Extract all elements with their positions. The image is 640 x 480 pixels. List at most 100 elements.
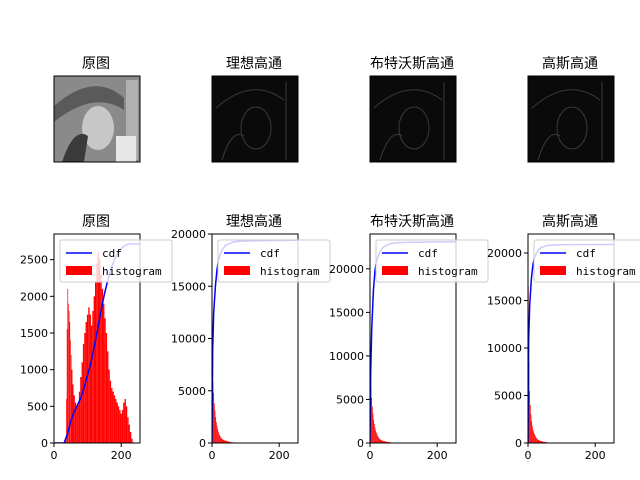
histogram-bar <box>123 402 125 443</box>
panel-title: 布特沃斯高通 <box>370 213 454 230</box>
histogram-bar <box>212 382 214 443</box>
legend-histogram-swatch <box>540 266 566 275</box>
legend-cdf-label: cdf <box>260 247 280 260</box>
y-tick-label: 20000 <box>329 263 364 276</box>
x-tick-label: 0 <box>525 449 532 462</box>
legend-histogram-swatch <box>224 266 250 275</box>
histogram-bar <box>376 432 377 443</box>
image-butterworth-highpass <box>369 75 457 163</box>
panel-title: 理想高通 <box>226 55 282 72</box>
legend-cdf-label: cdf <box>576 247 596 260</box>
histogram-bar <box>532 429 534 443</box>
histogram-bar <box>372 406 373 443</box>
histogram-bar <box>218 433 220 443</box>
hist-panel-butterworth-highpass: 布特沃斯高通 0 200 0 5000 10000 15000 20000 cdf histog… <box>329 213 489 462</box>
image-original <box>53 75 141 163</box>
panel-title: 理想高通 <box>226 213 282 230</box>
histogram-bar <box>539 440 541 443</box>
histogram-bar <box>222 439 224 443</box>
histogram-bar <box>68 303 69 443</box>
histogram-bar <box>530 405 531 443</box>
histogram-bar <box>530 414 532 443</box>
histogram-bar <box>378 437 379 443</box>
histogram-bar <box>227 441 229 443</box>
histogram-bar <box>382 440 384 443</box>
histogram-bar <box>534 433 535 443</box>
histogram-bar <box>107 351 109 443</box>
y-tick-label: 0 <box>41 437 48 450</box>
histogram-ideal-highpass: 0 200 0 5000 10000 15000 20000 cdf histogram <box>171 228 331 462</box>
x-tick-label: 0 <box>367 449 374 462</box>
panel-title: 高斯高通 <box>542 55 598 72</box>
histogram-bar <box>103 303 105 443</box>
histogram-bar <box>69 322 71 443</box>
histogram-bar <box>86 314 89 443</box>
histogram-bar <box>374 423 375 443</box>
histogram-bar <box>214 410 216 443</box>
y-tick-label: 20000 <box>487 247 522 260</box>
x-tick-label: 200 <box>427 449 448 462</box>
image-ideal-highpass <box>211 75 299 163</box>
histogram-bar <box>128 424 130 443</box>
histogram-bar <box>532 425 533 443</box>
histogram-bar <box>374 427 376 443</box>
y-tick-label: 0 <box>515 437 522 450</box>
axes-frame <box>527 233 615 444</box>
shoulder-shape <box>116 136 136 162</box>
histogram-bar <box>77 402 79 443</box>
y-tick-label: 0 <box>199 437 206 450</box>
histogram-bar <box>219 435 221 443</box>
image-panel-butterworth-highpass: 布特沃斯高通 <box>369 55 457 163</box>
histogram-bar <box>373 419 375 443</box>
histogram-bar <box>111 388 113 443</box>
histogram-bar <box>531 421 533 443</box>
histogram-bar <box>66 399 67 443</box>
y-tick-label: 10000 <box>487 342 522 355</box>
histogram-bar <box>540 441 542 443</box>
histogram-bar <box>218 431 219 443</box>
histogram-bar <box>66 329 68 443</box>
histogram-bar <box>376 434 378 443</box>
legend-histogram-swatch <box>66 266 92 275</box>
histogram-bar <box>99 259 101 443</box>
histogram-bar <box>93 296 95 443</box>
histogram-bar <box>386 441 389 443</box>
histogram-bar <box>74 402 77 443</box>
x-tick-label: 200 <box>269 449 290 462</box>
panel-title: 原图 <box>82 56 110 72</box>
y-tick-label: 5000 <box>494 390 522 403</box>
y-tick-label: 0 <box>357 437 364 450</box>
y-tick-label: 10000 <box>329 350 364 363</box>
y-tick-label: 2000 <box>20 290 48 303</box>
histogram-bar <box>92 311 94 443</box>
axes-frame <box>369 233 457 444</box>
histogram-bar <box>81 362 83 443</box>
histogram-gaussian-highpass: 0 200 0 5000 10000 15000 20000 cdf histogram <box>487 233 640 462</box>
histogram-bar <box>97 252 100 443</box>
histogram-butterworth-highpass: 0 200 0 5000 10000 15000 20000 cdf histogram <box>329 233 489 462</box>
histogram-bar <box>385 441 387 443</box>
histogram-bar <box>127 417 129 443</box>
y-tick-label: 1000 <box>20 364 48 377</box>
image-frame <box>527 75 615 163</box>
histogram-bar <box>543 441 545 443</box>
legend-histogram-swatch <box>382 266 408 275</box>
image-frame <box>369 75 457 163</box>
histogram-bar <box>68 311 70 443</box>
histogram-bar <box>529 390 531 443</box>
x-tick-label: 0 <box>51 449 58 462</box>
legend-histogram-label: histogram <box>260 265 320 278</box>
histogram-bar <box>377 435 379 443</box>
histogram-bar <box>535 436 537 443</box>
histogram-bar <box>113 395 116 443</box>
histogram-bar <box>89 314 91 443</box>
edge-contour <box>221 134 245 161</box>
y-tick-label: 5000 <box>336 393 364 406</box>
histogram-bar <box>119 410 121 443</box>
hat-shape <box>54 86 124 122</box>
histogram-bar <box>70 355 72 443</box>
histogram-bar <box>225 440 228 443</box>
image-panel-original: 原图 <box>53 56 141 163</box>
